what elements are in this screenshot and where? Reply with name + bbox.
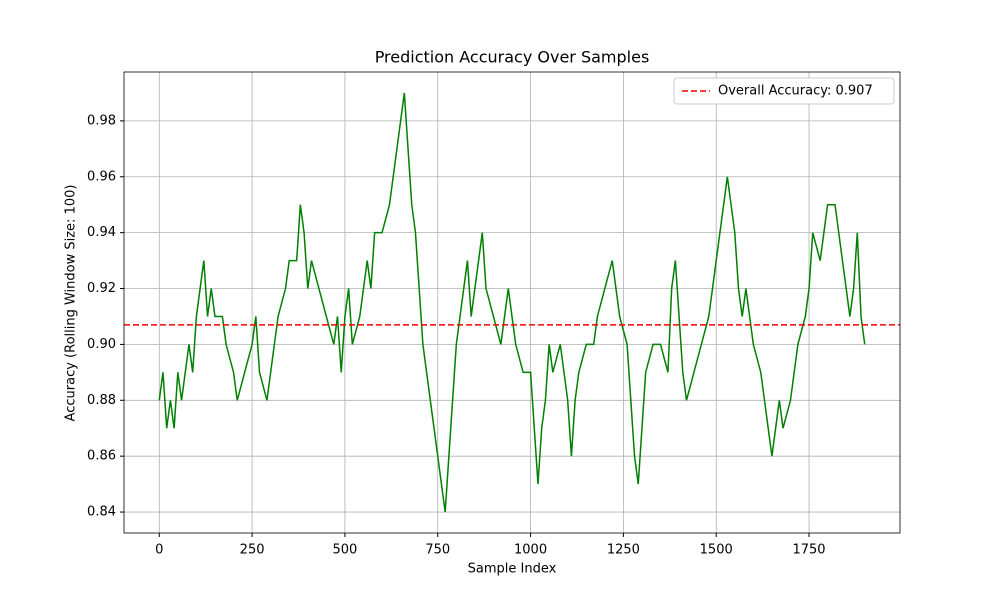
- data-line: [158, 92, 866, 513]
- x-tick-label: 1500: [700, 543, 733, 558]
- y-tick-label: 0.94: [87, 225, 116, 240]
- y-tick-label: 0.88: [87, 393, 116, 408]
- chart-title: Prediction Accuracy Over Samples: [375, 48, 650, 67]
- y-tick-label: 0.92: [87, 281, 116, 296]
- y-tick-label: 0.98: [87, 113, 116, 128]
- legend-box: [673, 77, 895, 105]
- y-tick-label: 0.96: [87, 169, 116, 184]
- x-tick-label: 1250: [607, 543, 640, 558]
- x-axis-label: Sample Index: [468, 562, 557, 577]
- x-tick-label: 1750: [792, 543, 825, 558]
- x-tick-label: 250: [240, 543, 265, 558]
- y-tick-label: 0.84: [87, 505, 116, 520]
- x-tick-label: 750: [425, 543, 450, 558]
- x-tick-label: 500: [333, 543, 358, 558]
- legend-label: Overall Accuracy: 0.907: [718, 84, 873, 99]
- x-tick-label: 0: [155, 543, 163, 558]
- y-tick-label: 0.90: [87, 337, 116, 352]
- x-tick-label: 1000: [514, 543, 547, 558]
- plot-frame: [123, 71, 901, 534]
- y-axis-label: Accuracy (Rolling Window Size: 100): [64, 185, 79, 422]
- y-tick-label: 0.86: [87, 449, 116, 464]
